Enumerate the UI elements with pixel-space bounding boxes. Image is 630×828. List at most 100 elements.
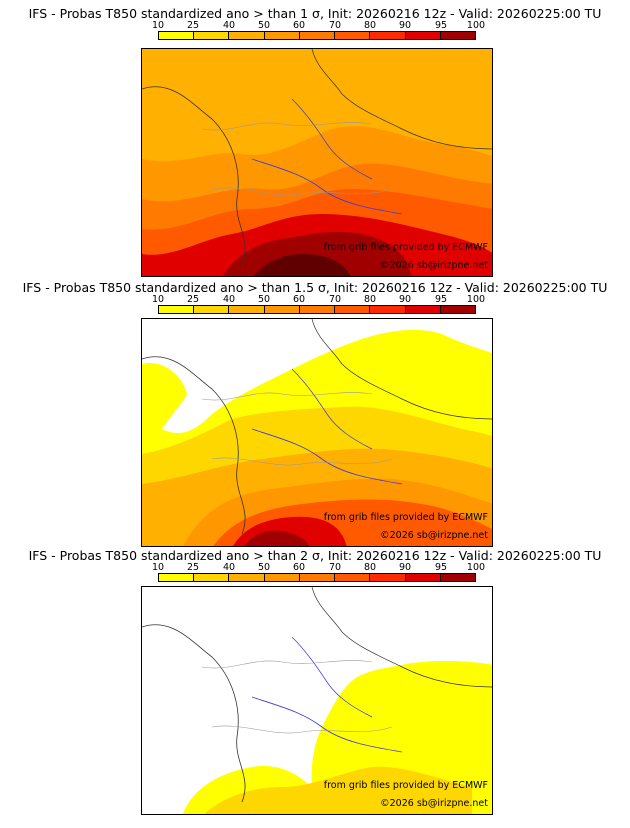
colorbar-label: 40 xyxy=(222,294,236,305)
colorbar-label: 95 xyxy=(434,562,448,573)
colorbar-label: 50 xyxy=(257,294,271,305)
region-border xyxy=(201,122,373,131)
map-canvas xyxy=(142,319,492,546)
colorbar-swatch xyxy=(405,306,441,313)
colorbar xyxy=(158,31,476,40)
colorbar-swatch xyxy=(299,306,336,313)
colorbar-label: 80 xyxy=(363,562,377,573)
coastline xyxy=(142,86,246,265)
colorbar-label: 70 xyxy=(328,562,342,573)
colorbar-swatch xyxy=(405,574,441,581)
country-border xyxy=(311,587,492,688)
colorbar-swatch xyxy=(159,574,195,581)
probability-field-100 xyxy=(253,254,351,276)
colorbar-label: 80 xyxy=(363,294,377,305)
colorbar-swatch xyxy=(159,306,195,313)
country-border xyxy=(311,319,492,420)
colorbar-label: 90 xyxy=(398,20,412,31)
colorbar-swatch xyxy=(405,32,441,39)
colorbar-swatch xyxy=(299,574,336,581)
colorbar-label: 50 xyxy=(257,20,271,31)
colorbar-swatch xyxy=(194,306,230,313)
colorbar-label: 70 xyxy=(328,20,342,31)
colorbar-swatch xyxy=(229,306,265,313)
colorbar-swatch xyxy=(370,574,406,581)
data-source-credit: from grib files provided by ECMWF xyxy=(323,780,488,791)
panel-title: IFS - Probas T850 standardized ano > tha… xyxy=(28,548,602,563)
colorbar-swatch xyxy=(264,32,300,39)
river xyxy=(291,368,373,450)
colorbar-labels: 10 25 40 50 60 70 80 90 95 100 xyxy=(151,294,487,306)
colorbar-label: 40 xyxy=(222,562,236,573)
panel-title: IFS - Probas T850 standardized ano > tha… xyxy=(28,6,602,21)
coastline xyxy=(142,356,246,535)
copyright-credit: ©2026 sb@irizpne.net xyxy=(380,530,488,541)
copyright-credit: ©2026 sb@irizpne.net xyxy=(380,798,488,809)
colorbar-label: 90 xyxy=(398,294,412,305)
map-canvas xyxy=(142,587,492,814)
river xyxy=(291,98,373,180)
colorbar-swatch xyxy=(335,574,371,581)
map-panel-2: IFS - Probas T850 standardized ano > tha… xyxy=(0,280,630,548)
colorbar-label: 100 xyxy=(466,20,486,31)
colorbar-label: 95 xyxy=(434,20,448,31)
colorbar-label: 95 xyxy=(434,294,448,305)
colorbar-label: 100 xyxy=(466,562,486,573)
data-source-credit: from grib files provided by ECMWF xyxy=(323,242,488,253)
region-border xyxy=(211,725,393,734)
colorbar xyxy=(158,573,476,582)
colorbar-label: 80 xyxy=(363,20,377,31)
colorbar-labels: 10 25 40 50 60 70 80 90 95 100 xyxy=(151,562,487,574)
river xyxy=(251,428,403,485)
colorbar-label: 10 xyxy=(151,20,165,31)
colorbar-swatch xyxy=(229,574,265,581)
region-border xyxy=(201,392,373,401)
colorbar-label: 25 xyxy=(186,294,200,305)
colorbar-swatch xyxy=(440,32,475,39)
colorbar-label: 10 xyxy=(151,562,165,573)
colorbar-swatch xyxy=(440,306,475,313)
probability-field-25 xyxy=(204,766,472,814)
colorbar-label: 10 xyxy=(151,294,165,305)
colorbar-swatch xyxy=(335,306,371,313)
colorbar xyxy=(158,305,476,314)
colorbar-label: 25 xyxy=(186,20,200,31)
river xyxy=(291,636,373,718)
probability-map: from grib files provided by ECMWF ©2026 … xyxy=(141,318,493,547)
panel-title: IFS - Probas T850 standardized ano > tha… xyxy=(22,280,608,295)
colorbar-label: 60 xyxy=(292,20,306,31)
colorbar-label: 100 xyxy=(466,294,486,305)
colorbar-label: 60 xyxy=(292,562,306,573)
river xyxy=(251,158,403,215)
colorbar-label: 60 xyxy=(292,294,306,305)
probability-field-95 xyxy=(243,530,310,546)
colorbar-swatch xyxy=(194,32,230,39)
river xyxy=(251,696,403,753)
colorbar-swatch xyxy=(440,574,475,581)
colorbar-swatch xyxy=(159,32,195,39)
colorbar-label: 25 xyxy=(186,562,200,573)
colorbar-swatch xyxy=(370,306,406,313)
colorbar-swatch xyxy=(299,32,336,39)
copyright-credit: ©2026 sb@irizpne.net xyxy=(380,260,488,271)
country-border xyxy=(311,49,492,150)
map-panel-1: IFS - Probas T850 standardized ano > tha… xyxy=(0,6,630,278)
probability-map: from grib files provided by ECMWF ©2026 … xyxy=(141,586,493,815)
colorbar-label: 90 xyxy=(398,562,412,573)
colorbar-swatch xyxy=(264,306,300,313)
coastline xyxy=(142,624,246,803)
data-source-credit: from grib files provided by ECMWF xyxy=(323,512,488,523)
map-panel-3: IFS - Probas T850 standardized ano > tha… xyxy=(0,548,630,820)
colorbar-label: 50 xyxy=(257,562,271,573)
colorbar-swatch xyxy=(264,574,300,581)
colorbar-swatch xyxy=(194,574,230,581)
map-canvas xyxy=(142,49,492,276)
probability-map: from grib files provided by ECMWF ©2026 … xyxy=(141,48,493,277)
colorbar-swatch xyxy=(229,32,265,39)
region-border xyxy=(201,660,373,669)
colorbar-label: 40 xyxy=(222,20,236,31)
region-border xyxy=(211,187,393,196)
colorbar-labels: 10 25 40 50 60 70 80 90 95 100 xyxy=(151,20,487,32)
region-border xyxy=(211,457,393,466)
colorbar-swatch xyxy=(335,32,371,39)
